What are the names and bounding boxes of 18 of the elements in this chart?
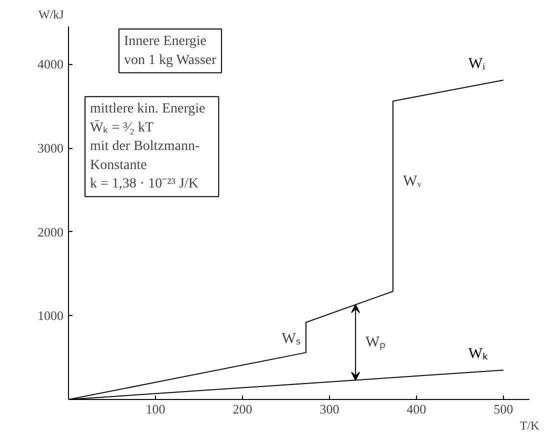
annotation: mittlere kin. Energie W̄ₖ = ³⁄₂ kT mit der Boltzmann- Konstante k = 1,38 · 10⁻²³ J/K xyxy=(90,102,206,192)
y-tick-label: 4000 xyxy=(38,56,64,72)
x-axis-title: T/K xyxy=(520,418,540,432)
x-tick-label: 200 xyxy=(232,402,252,416)
series-label: Wᵢ xyxy=(468,56,486,72)
x-tick-label: 400 xyxy=(406,402,426,416)
annotation: Wₛ xyxy=(282,331,301,348)
y-tick-label: 1000 xyxy=(38,308,64,324)
x-tick-label: 500 xyxy=(494,402,514,416)
y-tick-label: 3000 xyxy=(38,140,64,156)
series-label: Wₖ xyxy=(468,346,489,362)
y-axis-title: W/kJ xyxy=(38,8,64,22)
y-tick-label: 2000 xyxy=(38,224,64,240)
annotation: Innere Energie von 1 kg Wasser xyxy=(124,34,217,68)
annotation: Wᵥ xyxy=(402,174,422,190)
x-tick-label: 300 xyxy=(320,402,340,416)
x-tick-label: 100 xyxy=(146,402,166,416)
annotation: Wₚ xyxy=(366,334,386,350)
